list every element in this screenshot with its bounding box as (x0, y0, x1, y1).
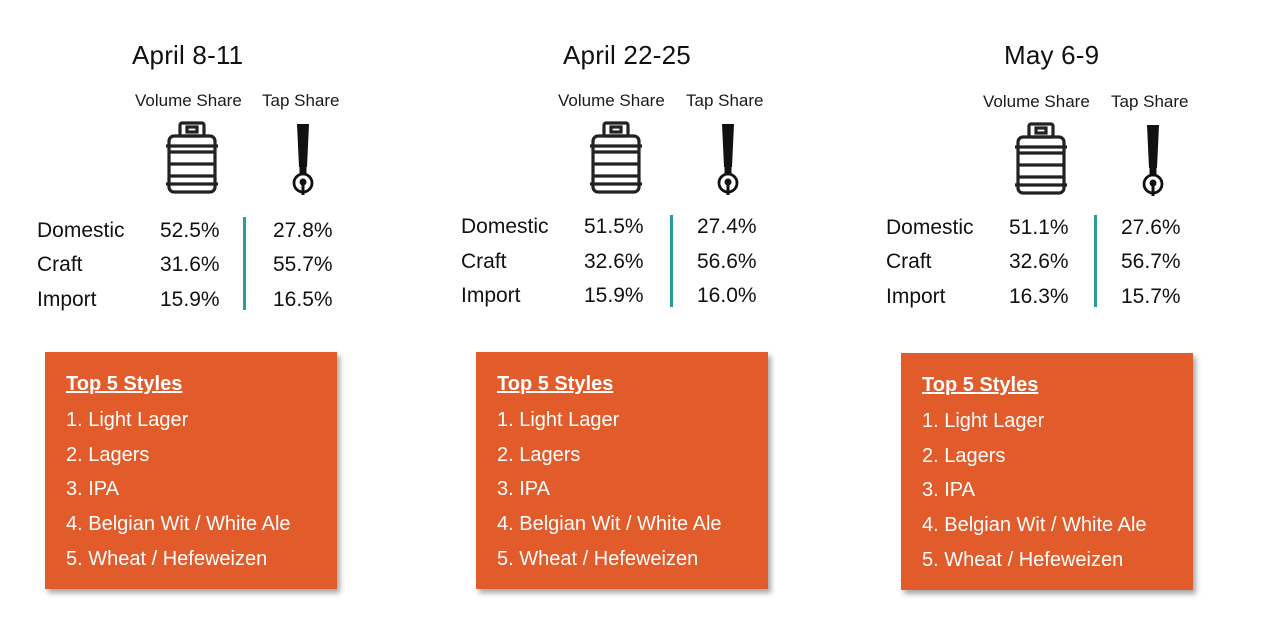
category-label-import: Import (886, 285, 946, 308)
period-panel-may-6-9: May 6-9 Volume Share Tap Share Domestic … (849, 0, 1229, 632)
tap-share-craft: 56.7% (1121, 250, 1181, 273)
top-styles-title: Top 5 Styles (922, 374, 1039, 396)
tap-share-domestic: 27.6% (1121, 216, 1181, 239)
category-label-domestic: Domestic (886, 216, 974, 239)
style-item: 1. Light Lager (66, 409, 189, 431)
category-label-domestic: Domestic (37, 219, 125, 242)
style-item: 1. Light Lager (922, 410, 1045, 432)
period-panel-april-8-11: April 8-11 Volume Share Tap Share Domest… (0, 0, 380, 632)
style-item: 3. IPA (497, 478, 550, 500)
top-styles-box: Top 5 Styles 1. Light Lager 2. Lagers 3.… (45, 352, 337, 589)
volume-share-craft: 32.6% (584, 250, 644, 273)
volume-share-domestic: 51.5% (584, 215, 644, 238)
volume-share-header: Volume Share (558, 91, 665, 110)
period-title: April 22-25 (563, 40, 691, 70)
tap-share-header: Tap Share (686, 91, 764, 110)
style-item: 3. IPA (922, 479, 975, 501)
category-label-import: Import (461, 284, 521, 307)
tap-share-import: 16.5% (273, 288, 333, 311)
tap-share-craft: 55.7% (273, 253, 333, 276)
volume-share-domestic: 52.5% (160, 219, 220, 242)
style-item: 4. Belgian Wit / White Ale (922, 514, 1147, 536)
tap-share-header: Tap Share (1111, 92, 1189, 111)
volume-share-import: 16.3% (1009, 285, 1069, 308)
share-divider (243, 217, 246, 310)
top-styles-box: Top 5 Styles 1. Light Lager 2. Lagers 3.… (476, 352, 768, 589)
style-item: 1. Light Lager (497, 409, 620, 431)
style-item: 4. Belgian Wit / White Ale (497, 513, 722, 535)
category-label-craft: Craft (37, 253, 83, 276)
volume-share-header: Volume Share (983, 92, 1090, 111)
keg-icon (1015, 122, 1067, 195)
category-label-import: Import (37, 288, 97, 311)
tap-share-domestic: 27.8% (273, 219, 333, 242)
top-styles-title: Top 5 Styles (66, 373, 183, 395)
category-label-craft: Craft (886, 250, 932, 273)
period-title: April 8-11 (132, 40, 244, 70)
tap-share-header: Tap Share (262, 91, 340, 110)
volume-share-header: Volume Share (135, 91, 242, 110)
period-panel-april-22-25: April 22-25 Volume Share Tap Share Domes… (424, 0, 804, 632)
tap-share-import: 16.0% (697, 284, 757, 307)
share-divider (670, 215, 673, 307)
volume-share-craft: 31.6% (160, 253, 220, 276)
volume-share-craft: 32.6% (1009, 250, 1069, 273)
period-title: May 6-9 (1004, 40, 1100, 70)
style-item: 2. Lagers (497, 444, 581, 466)
style-item: 5. Wheat / Hefeweizen (497, 548, 699, 570)
category-label-craft: Craft (461, 250, 507, 273)
beer-tap-handle-icon (292, 124, 314, 195)
volume-share-domestic: 51.1% (1009, 216, 1069, 239)
keg-icon (166, 121, 218, 194)
beer-tap-handle-icon (717, 124, 739, 195)
style-item: 2. Lagers (66, 444, 150, 466)
tap-share-craft: 56.6% (697, 250, 757, 273)
share-divider (1094, 215, 1097, 307)
top-styles-title: Top 5 Styles (497, 373, 614, 395)
style-item: 5. Wheat / Hefeweizen (66, 548, 268, 570)
beer-tap-handle-icon (1142, 125, 1164, 196)
style-item: 5. Wheat / Hefeweizen (922, 549, 1124, 571)
tap-share-import: 15.7% (1121, 285, 1181, 308)
tap-share-domestic: 27.4% (697, 215, 757, 238)
keg-icon (590, 121, 642, 194)
volume-share-import: 15.9% (584, 284, 644, 307)
style-item: 2. Lagers (922, 445, 1006, 467)
volume-share-import: 15.9% (160, 288, 220, 311)
style-item: 3. IPA (66, 478, 119, 500)
style-item: 4. Belgian Wit / White Ale (66, 513, 291, 535)
category-label-domestic: Domestic (461, 215, 549, 238)
top-styles-box: Top 5 Styles 1. Light Lager 2. Lagers 3.… (901, 353, 1193, 590)
